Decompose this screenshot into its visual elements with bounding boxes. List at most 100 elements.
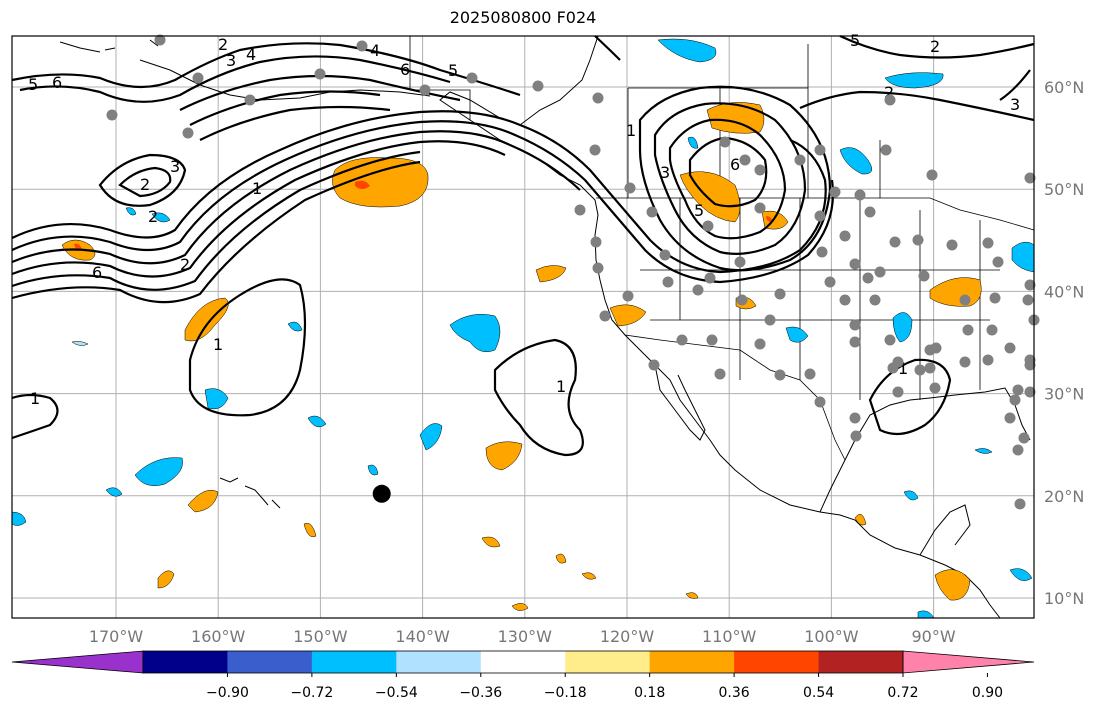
station-dot: [599, 310, 611, 322]
latitude-label: 30°N: [1044, 385, 1084, 404]
contour-label-group: 6 5 2 3 4 4 6 5 2 3 2 1 2 6 1 1 1 1 3 5 …: [28, 31, 1020, 408]
longitude-label: 150°W: [293, 627, 348, 646]
station-dot: [892, 386, 904, 398]
station-dot: [839, 294, 851, 306]
negative-anomaly-patch: [11, 511, 27, 526]
station-dot: [912, 234, 924, 246]
negative-anomaly-patch: [903, 490, 919, 501]
station-dot: [314, 68, 326, 80]
station-dot: [982, 354, 994, 366]
contour-label: 4: [370, 41, 380, 60]
station-dot: [824, 276, 836, 288]
contour-label: 6: [730, 155, 740, 174]
station-dot: [992, 256, 1004, 268]
contour-label: 5: [28, 75, 38, 94]
colorbar-swatch: [227, 651, 313, 673]
contour-label: 2: [148, 207, 158, 226]
station-dot: [926, 169, 938, 181]
station-dot: [884, 94, 896, 106]
negative-anomaly-patch: [287, 321, 303, 332]
colorbar-extend-high: [902, 650, 1035, 674]
station-markers: [106, 34, 1040, 510]
station-dot: [959, 294, 971, 306]
station-dot: [676, 334, 688, 346]
colorbar-tick-label: −0.72: [290, 685, 333, 701]
station-dot: [702, 220, 714, 232]
colorbar-tick-label: 0.72: [887, 685, 918, 701]
contour-lines: [11, 35, 1035, 457]
graticule: [12, 36, 1034, 618]
latitude-label: 40°N: [1044, 282, 1084, 301]
latitude-labels: 60°N 50°N 40°N 30°N 20°N 10°N: [1044, 78, 1084, 608]
colorbar-tick-label: 0.18: [634, 685, 665, 701]
station-dot: [1012, 384, 1024, 396]
longitude-labels: 170°W 160°W 150°W 140°W 130°W 120°W 110°W 100°W…: [89, 627, 956, 646]
anomaly-shading: [11, 38, 1035, 619]
colorbar-outline: [142, 650, 904, 674]
station-dot: [1024, 172, 1036, 184]
station-dot: [794, 154, 806, 166]
contour-label: 5: [694, 201, 704, 220]
contour-label: 3: [226, 51, 236, 70]
contour-label: 1: [252, 179, 262, 198]
contour-label: 2: [140, 175, 150, 194]
station-dot: [884, 334, 896, 346]
station-dot: [849, 319, 861, 331]
longitude-label: 130°W: [498, 627, 553, 646]
positive-anomaly-patch: [581, 572, 597, 580]
station-dot: [574, 204, 586, 216]
colorbar: −0.90 −0.72 −0.54 −0.36 −0.18 0.18 0.36 0.54 0.7…: [11, 650, 1035, 701]
contour-label: 1: [213, 335, 223, 354]
colorbar-swatch: [818, 651, 904, 673]
colorbar-swatch: [565, 651, 651, 673]
station-dot: [589, 144, 601, 156]
station-dot: [869, 294, 881, 306]
negative-anomaly-patch: [1009, 568, 1033, 581]
station-dot: [659, 249, 671, 261]
contour-label: 3: [170, 157, 180, 176]
station-dot: [889, 236, 901, 248]
station-dot: [1004, 412, 1016, 424]
latitude-label: 10°N: [1044, 589, 1084, 608]
contour-label: 3: [660, 163, 670, 182]
colorbar-tick-label: −0.90: [206, 685, 249, 701]
longitude-label: 90°W: [912, 627, 956, 646]
station-dot: [624, 182, 636, 194]
negative-anomaly-patch: [419, 423, 443, 451]
station-dot: [918, 270, 930, 282]
negative-anomaly-patch: [204, 388, 229, 410]
station-dot: [706, 334, 718, 346]
station-dot: [849, 336, 861, 348]
latitude-label: 60°N: [1044, 78, 1084, 97]
station-dot: [192, 72, 204, 84]
station-dot: [532, 80, 544, 92]
contour-label: 2: [930, 37, 940, 56]
station-dot: [1024, 386, 1036, 398]
contour-label: 5: [448, 61, 458, 80]
station-dot: [959, 356, 971, 368]
positive-anomaly-patch: [303, 523, 317, 537]
latitude-label: 20°N: [1044, 487, 1084, 506]
station-dot: [1024, 359, 1036, 371]
station-dot: [864, 206, 876, 218]
station-dot: [739, 154, 751, 166]
contour-label: 6: [400, 60, 410, 79]
positive-anomaly-patch: [609, 304, 647, 327]
station-dot: [924, 362, 936, 374]
station-dot: [622, 290, 634, 302]
positive-anomaly-patch: [485, 441, 523, 471]
station-dot: [592, 262, 604, 274]
contour-label: 1: [626, 121, 636, 140]
station-dot: [1004, 342, 1016, 354]
contour-label: 1: [556, 377, 566, 396]
negative-anomaly-patch: [105, 487, 123, 497]
station-dot: [839, 230, 851, 242]
negative-anomaly-patch: [449, 314, 501, 352]
positive-anomaly-patch: [535, 265, 567, 283]
station-dot: [419, 84, 431, 96]
positive-anomaly-patch: [555, 553, 567, 564]
longitude-label: 140°W: [395, 627, 450, 646]
station-dot: [774, 288, 786, 300]
station-dot: [829, 186, 841, 198]
